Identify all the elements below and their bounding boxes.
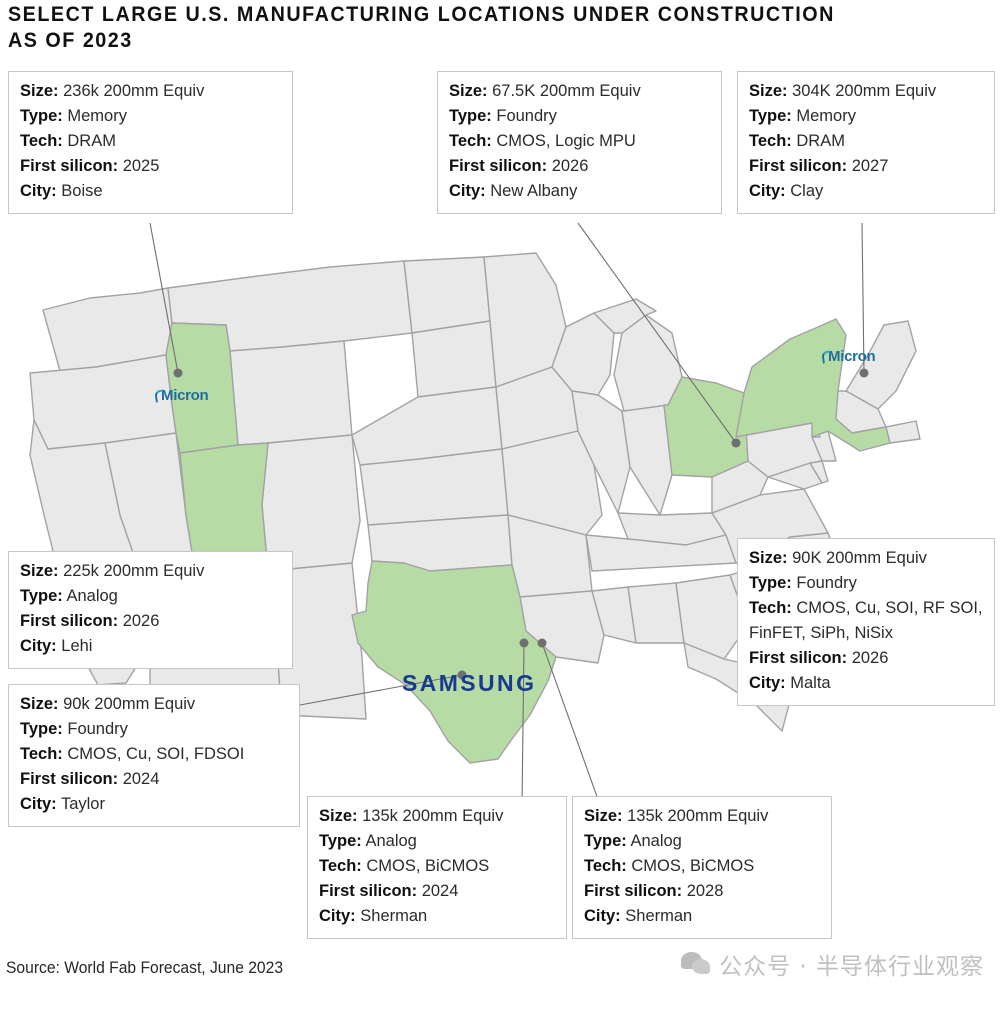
- connector-sherman-b: [541, 642, 601, 806]
- info-line-tech: Tech: CMOS, BiCMOS: [319, 857, 490, 875]
- info-line-type: Type: Analog: [584, 832, 682, 850]
- connector-sherman-a: [521, 642, 525, 806]
- info-line-first-silicon: First silicon: 2025: [20, 157, 160, 175]
- info-line-tech: Tech: DRAM: [20, 132, 116, 150]
- info-box-lehi: Size: 225k 200mm Equiv Type: Analog Firs…: [8, 551, 293, 669]
- info-line-size: Size: 90K 200mm Equiv: [749, 549, 927, 567]
- info-box-new-albany: Size: 67.5K 200mm Equiv Type: Foundry Te…: [437, 71, 722, 214]
- info-line-first-silicon: First silicon: 2028: [584, 882, 724, 900]
- connector-taylor: [299, 674, 463, 706]
- info-line-city: City: Boise: [20, 182, 103, 200]
- info-line-city: City: Taylor: [20, 795, 105, 813]
- connector-dot-sherman-a: [519, 638, 529, 648]
- info-line-first-silicon: First silicon: 2026: [749, 649, 889, 667]
- state-new-york-highlight: [735, 318, 891, 452]
- connector-dot-new-albany: [731, 438, 741, 448]
- connector-boise: [149, 222, 179, 374]
- info-line-first-silicon: First silicon: 2024: [20, 770, 160, 788]
- connector-clay: [861, 222, 865, 374]
- state-texas-highlight: [351, 560, 557, 764]
- info-box-sherman-2028: Size: 135k 200mm Equiv Type: Analog Tech…: [572, 796, 832, 939]
- state-ohio-highlight: [663, 376, 749, 478]
- info-line-type: Type: Foundry: [449, 107, 557, 125]
- info-line-tech: Tech: CMOS, Cu, SOI, RF SOI, FinFET, SiP…: [749, 599, 983, 642]
- source-note: Source: World Fab Forecast, June 2023: [6, 958, 284, 977]
- info-line-type: Type: Analog: [20, 587, 118, 605]
- info-line-city: City: Sherman: [584, 907, 693, 925]
- info-line-size: Size: 90k 200mm Equiv: [20, 695, 196, 713]
- info-line-first-silicon: First silicon: 2026: [20, 612, 160, 630]
- info-line-size: Size: 135k 200mm Equiv: [584, 807, 769, 825]
- state-utah-highlight: [179, 442, 269, 578]
- info-line-type: Type: Memory: [20, 107, 127, 125]
- info-line-size: Size: 67.5K 200mm Equiv: [449, 82, 641, 100]
- info-line-type: Type: Analog: [319, 832, 417, 850]
- info-box-malta: Size: 90K 200mm Equiv Type: Foundry Tech…: [737, 538, 995, 706]
- state-alabama: [627, 582, 685, 644]
- state-oregon: [29, 354, 177, 450]
- info-line-size: Size: 304K 200mm Equiv: [749, 82, 937, 100]
- connector-dot-taylor: [457, 670, 467, 680]
- info-line-size: Size: 135k 200mm Equiv: [319, 807, 504, 825]
- info-line-city: City: Sherman: [319, 907, 428, 925]
- info-line-city: City: Clay: [749, 182, 824, 200]
- info-line-type: Type: Memory: [749, 107, 856, 125]
- state-michigan-up: [565, 298, 657, 334]
- info-box-clay: Size: 304K 200mm Equiv Type: Memory Tech…: [737, 71, 995, 214]
- info-line-size: Size: 236k 200mm Equiv: [20, 82, 205, 100]
- state-indiana: [621, 404, 673, 516]
- info-line-city: City: New Albany: [449, 182, 578, 200]
- info-line-size: Size: 225k 200mm Equiv: [20, 562, 205, 580]
- info-line-tech: Tech: DRAM: [749, 132, 845, 150]
- wechat-icon: [681, 952, 711, 976]
- info-box-boise: Size: 236k 200mm Equiv Type: Memory Tech…: [8, 71, 293, 214]
- state-georgia: [675, 574, 749, 660]
- info-line-tech: Tech: CMOS, Cu, SOI, FDSOI: [20, 745, 245, 763]
- info-line-first-silicon: First silicon: 2027: [749, 157, 889, 175]
- state-north-dakota: [403, 256, 491, 334]
- info-line-type: Type: Foundry: [20, 720, 128, 738]
- state-new-england-1: [845, 320, 917, 410]
- state-south-dakota: [411, 320, 497, 398]
- connector-dot-clay: [859, 368, 869, 378]
- page-title: SELECT LARGE U.S. MANUFACTURING LOCATION…: [8, 3, 835, 52]
- info-box-sherman-2024: Size: 135k 200mm Equiv Type: Analog Tech…: [307, 796, 567, 939]
- info-line-first-silicon: First silicon: 2026: [449, 157, 589, 175]
- watermark-text: 公众号 · 半导体行业观察: [719, 954, 984, 980]
- state-new-england-3: [885, 420, 921, 444]
- state-wyoming: [229, 340, 353, 446]
- info-line-tech: Tech: CMOS, Logic MPU: [449, 132, 636, 150]
- info-line-tech: Tech: CMOS, BiCMOS: [584, 857, 755, 875]
- state-idaho-highlight: [165, 322, 239, 454]
- connector-dot-boise: [173, 368, 183, 378]
- info-line-type: Type: Foundry: [749, 574, 857, 592]
- info-line-city: City: Malta: [749, 674, 831, 692]
- info-line-first-silicon: First silicon: 2024: [319, 882, 459, 900]
- info-line-city: City: Lehi: [20, 637, 93, 655]
- state-illinois: [571, 390, 631, 514]
- connector-new-albany: [577, 222, 737, 444]
- info-box-taylor: Size: 90k 200mm Equiv Type: Foundry Tech…: [8, 684, 300, 827]
- connector-dot-sherman-b: [537, 638, 547, 648]
- wechat-watermark: 公众号 · 半导体行业观察: [681, 947, 984, 981]
